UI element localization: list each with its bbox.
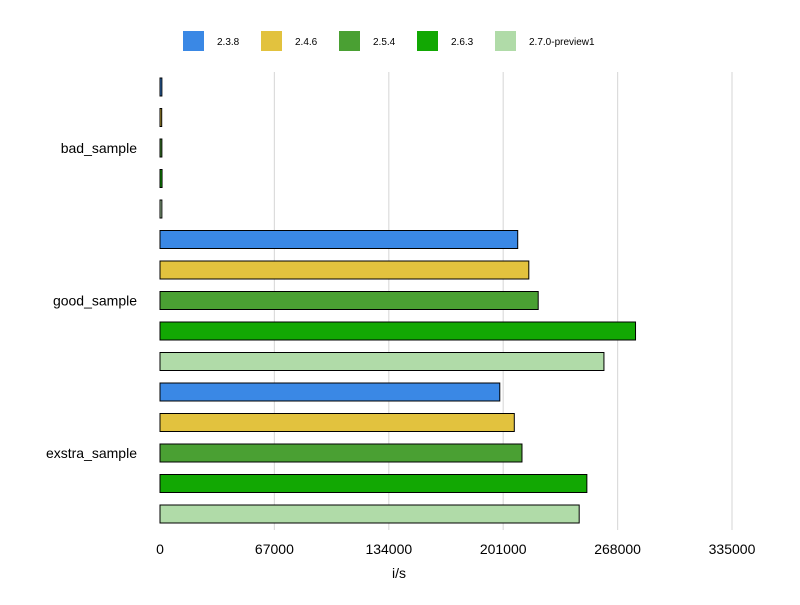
x-axis-ticks: 0 67000 134000 201000 268000 335000 [156,541,755,557]
category-label-exstra_sample: exstra_sample [46,445,137,461]
bar-exstra_sample-2.4.6 [159,413,515,432]
x-tick-label-5: 335000 [709,541,756,557]
bar-bad_sample-2.6.3 [159,169,163,188]
legend-label-2.3.8: 2.3.8 [217,37,240,48]
bar-bad_sample-2.5.4 [159,138,163,158]
bar-exstra_sample-2.3.8 [159,382,501,402]
legend-label-2.5.4: 2.5.4 [373,37,396,48]
legend-swatch-2.4.6 [261,31,282,51]
x-tick-label-2: 134000 [365,541,412,557]
legend: 2.3.8 2.4.6 2.5.4 2.6.3 2.7.0-preview1 [183,31,595,51]
legend-swatch-2.3.8 [183,31,204,51]
category-label-good_sample: good_sample [53,293,137,309]
y-axis-labels: bad_sample good_sample exstra_sample [46,140,137,461]
bar-exstra_sample-2.6.3 [159,474,588,493]
category-label-bad_sample: bad_sample [61,140,137,156]
bar-good_sample-2.5.4 [159,291,539,310]
bar-exstra_sample-2.7.0-preview1 [159,504,580,524]
legend-label-2.6.3: 2.6.3 [451,37,474,48]
legend-swatch-2.5.4 [339,31,360,51]
bar-good_sample-2.7.0-preview1 [159,352,605,371]
bar-bad_sample-2.3.8 [159,77,163,97]
legend-swatch-2.7.0-preview1 [495,31,516,51]
bars [159,77,637,524]
x-axis-label: i/s [392,565,406,581]
x-tick-label-1: 67000 [255,541,294,557]
bar-bad_sample-2.7.0-preview1 [159,199,163,219]
bar-good_sample-2.3.8 [159,230,519,249]
bar-good_sample-2.4.6 [159,260,530,280]
bar-bad_sample-2.4.6 [159,108,163,127]
bar-good_sample-2.6.3 [159,321,637,341]
x-tick-label-4: 268000 [594,541,641,557]
legend-label-2.7.0-preview1: 2.7.0-preview1 [529,37,595,48]
legend-label-2.4.6: 2.4.6 [295,37,318,48]
legend-swatch-2.6.3 [417,31,438,51]
bar-exstra_sample-2.5.4 [159,443,523,463]
x-tick-label-0: 0 [156,541,164,557]
x-tick-label-3: 201000 [480,541,527,557]
